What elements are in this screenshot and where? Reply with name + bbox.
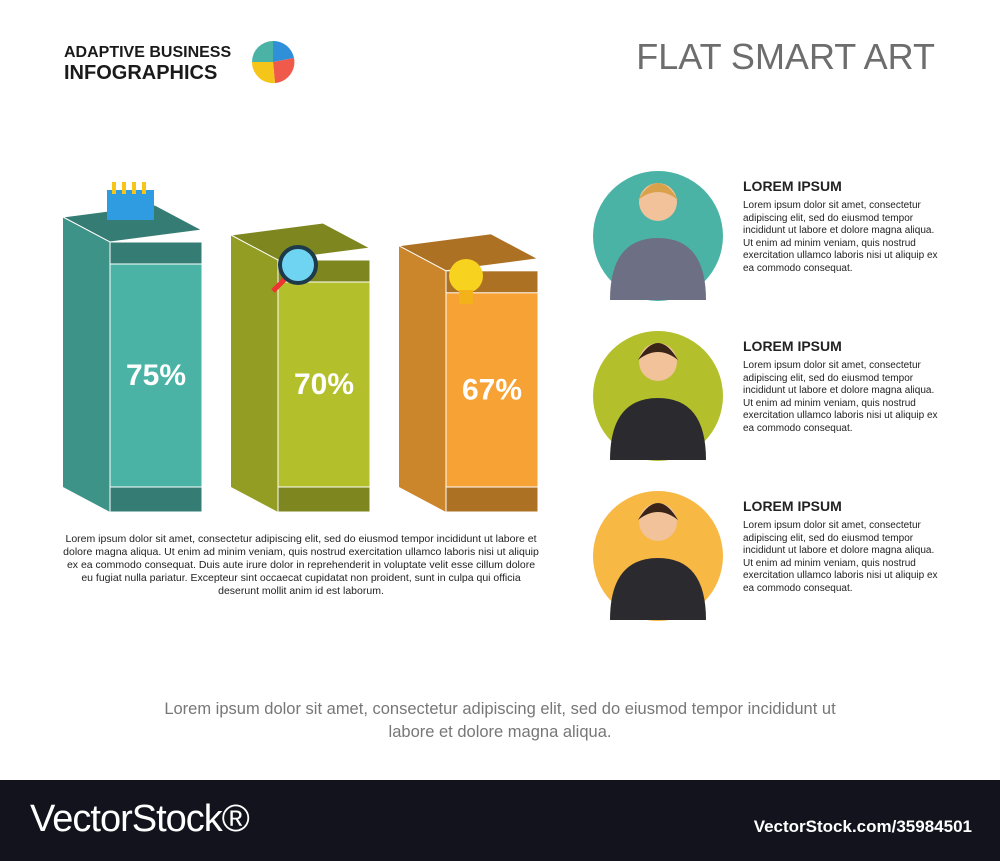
person-heading: LOREM IPSUM — [743, 338, 842, 354]
footer-text: Lorem ipsum dolor sit amet, consectetur … — [164, 700, 836, 741]
watermark-bar — [0, 780, 1000, 861]
bar-band — [109, 241, 203, 265]
avatars — [593, 171, 723, 621]
brand-line: ADAPTIVE BUSINESS — [64, 44, 232, 61]
value-label: 75% — [126, 359, 186, 392]
person-heading: LOREM IPSUM — [743, 498, 842, 514]
magnifier-icon — [271, 245, 318, 293]
brand-line: INFOGRAPHICS — [64, 62, 218, 84]
bar: 75% — [61, 204, 204, 513]
brand: ADAPTIVE BUSINESS INFOGRAPHICS — [64, 42, 231, 84]
bar-side — [63, 217, 110, 512]
notepad-icon — [107, 182, 154, 220]
avatar-body — [610, 238, 706, 300]
person-text: Lorem ipsum dolor sit amet, consectetur … — [743, 520, 938, 594]
avatar-hair — [638, 343, 678, 360]
person-heading: LOREM IPSUM — [743, 178, 842, 194]
bar-top — [397, 233, 540, 272]
bar-front — [445, 270, 539, 513]
value-label: 70% — [294, 368, 354, 401]
bar-front — [277, 259, 371, 513]
bar-band — [109, 486, 203, 513]
bar-side — [231, 235, 278, 512]
watermark-id: VectorStock.com/35984501 — [753, 817, 972, 836]
chart-description: Lorem ipsum dolor sit amet, consectetur … — [63, 533, 539, 597]
value-label: 67% — [462, 373, 522, 406]
person-text: Lorem ipsum dolor sit amet, consectetur … — [743, 200, 938, 274]
person-text: Lorem ipsum dolor sit amet, consectetur … — [743, 360, 938, 434]
bar-band — [445, 486, 539, 513]
avatar-hair — [638, 183, 678, 200]
bulb-icon — [449, 259, 483, 304]
title: FLAT SMART ART — [636, 36, 935, 77]
watermark-brand: VectorStock® — [30, 798, 250, 840]
logo-pie — [251, 40, 295, 84]
bar-top — [229, 222, 372, 261]
avatar-hair — [638, 503, 678, 520]
bar-band — [277, 486, 371, 513]
bars: 75% 70% 67% — [61, 204, 540, 513]
bar-side — [399, 245, 446, 513]
bar: 67% — [397, 233, 540, 513]
avatar-body — [610, 558, 706, 620]
avatar-body — [610, 398, 706, 460]
